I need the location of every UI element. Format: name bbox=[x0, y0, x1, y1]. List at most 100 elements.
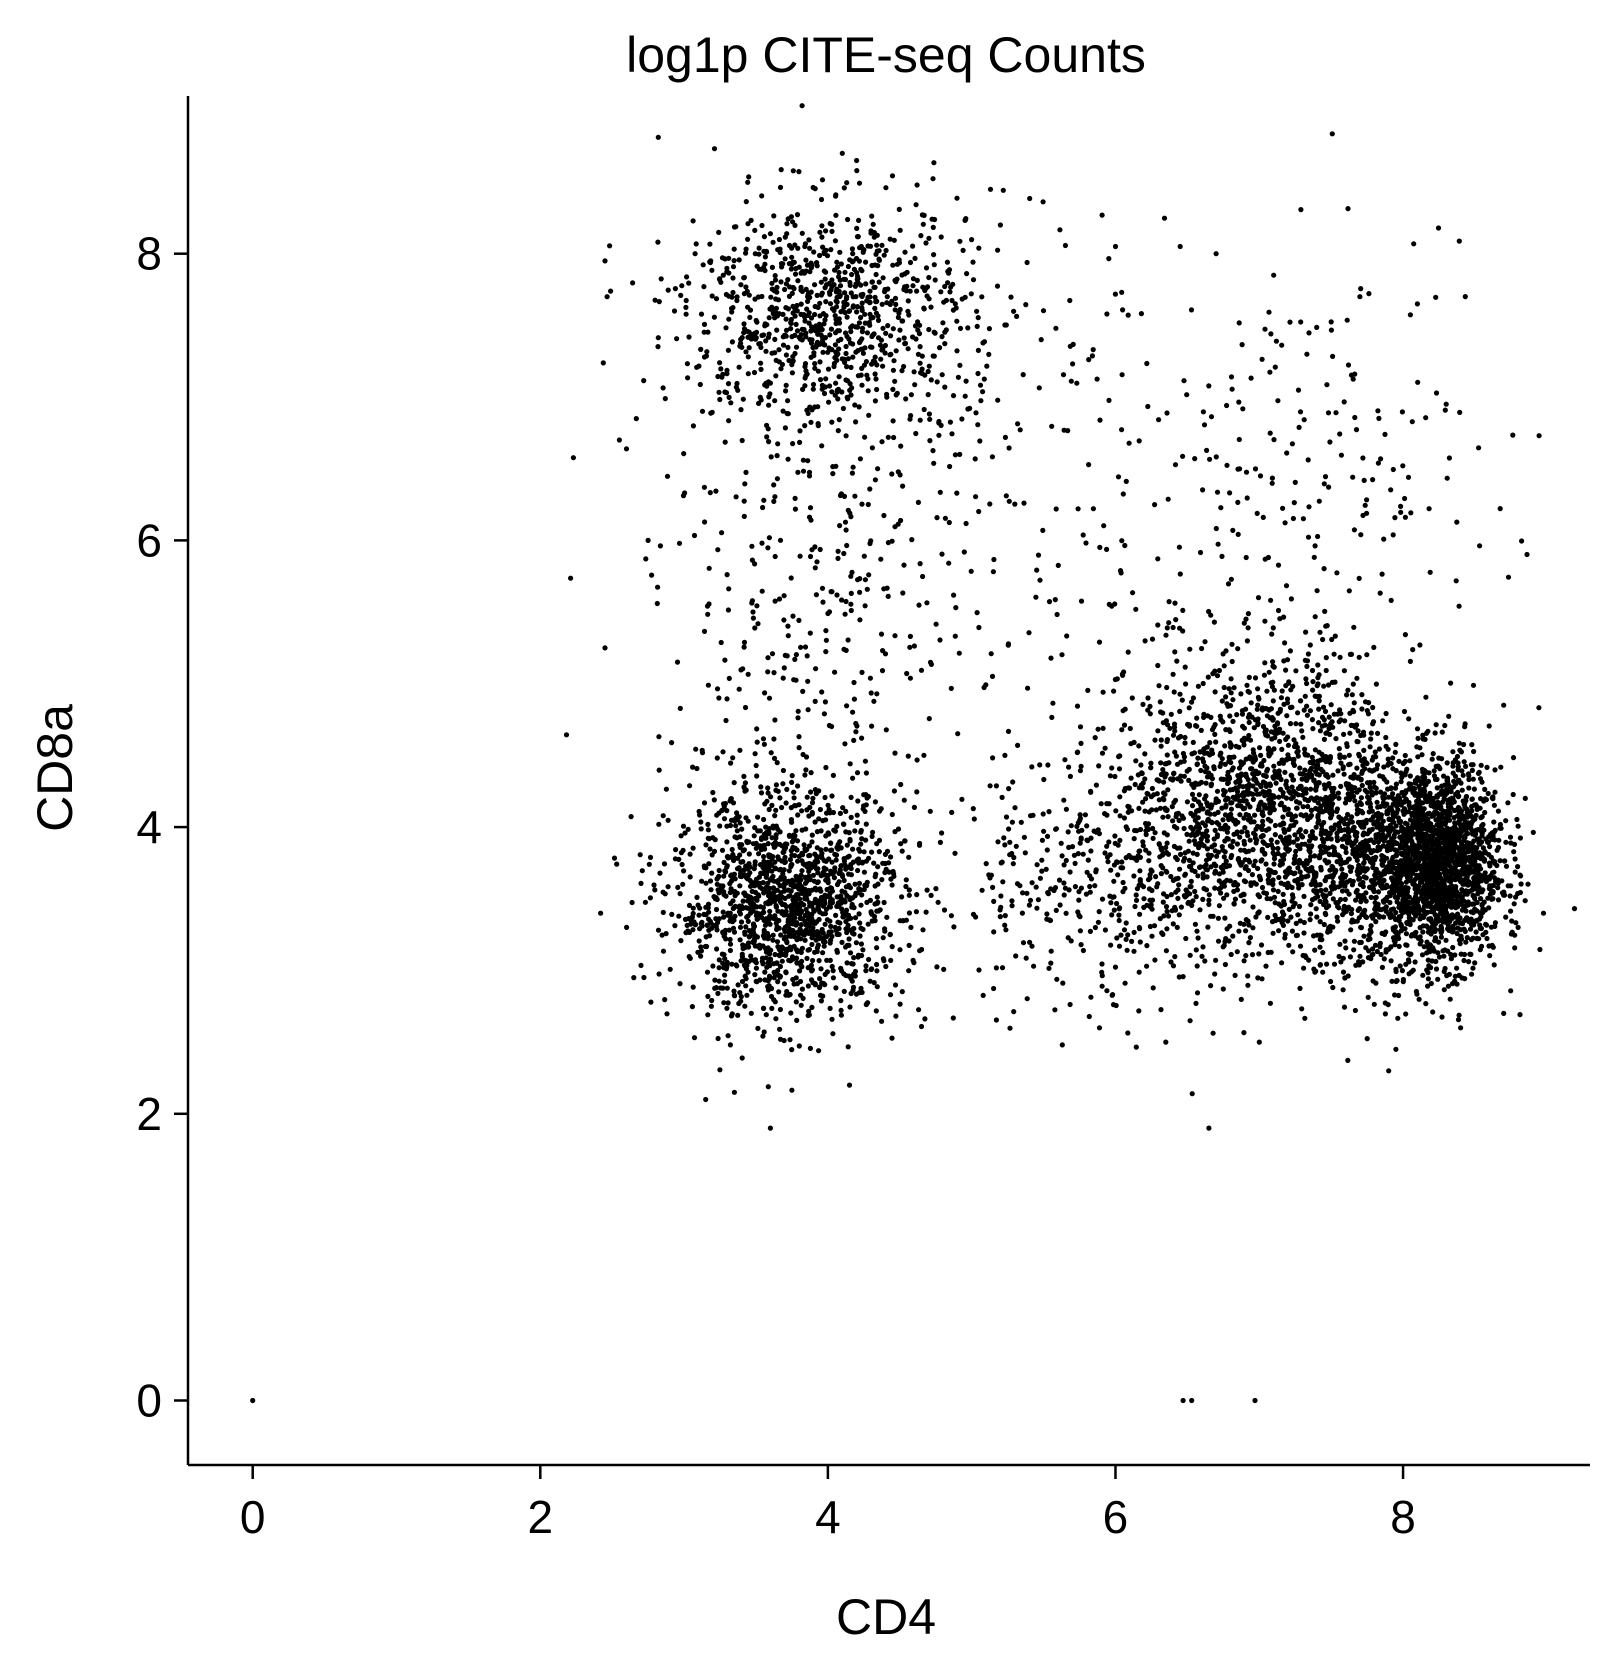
data-point bbox=[1277, 706, 1283, 713]
data-point bbox=[1370, 704, 1376, 711]
data-point bbox=[767, 877, 773, 883]
data-point bbox=[784, 938, 790, 945]
data-point bbox=[815, 866, 821, 872]
data-point bbox=[1498, 764, 1504, 770]
data-point bbox=[1330, 772, 1336, 778]
data-point bbox=[1326, 859, 1332, 865]
data-point bbox=[1297, 800, 1303, 806]
data-point bbox=[1279, 909, 1286, 915]
data-point bbox=[1323, 655, 1329, 661]
data-point bbox=[676, 856, 682, 863]
data-point bbox=[890, 326, 896, 332]
data-point bbox=[1407, 658, 1413, 665]
data-point bbox=[1338, 783, 1344, 790]
data-point bbox=[888, 876, 894, 882]
data-point bbox=[856, 911, 862, 917]
data-point bbox=[1260, 723, 1267, 730]
data-point bbox=[803, 257, 809, 263]
data-point bbox=[776, 359, 782, 365]
data-point bbox=[1503, 818, 1509, 824]
data-point bbox=[931, 252, 937, 258]
data-point bbox=[852, 968, 859, 975]
data-point bbox=[914, 892, 920, 898]
data-point bbox=[858, 902, 864, 908]
data-point bbox=[1444, 760, 1450, 766]
data-point bbox=[824, 253, 831, 259]
data-point bbox=[856, 258, 863, 264]
data-point bbox=[811, 249, 817, 255]
data-point bbox=[1333, 736, 1339, 742]
data-point bbox=[848, 990, 854, 997]
data-point bbox=[1283, 667, 1289, 673]
data-point bbox=[866, 956, 872, 963]
data-point bbox=[731, 992, 737, 998]
data-point bbox=[1245, 817, 1252, 823]
data-point bbox=[755, 294, 762, 300]
data-point bbox=[854, 304, 861, 310]
data-point bbox=[701, 863, 707, 869]
data-point bbox=[845, 356, 851, 362]
data-point bbox=[740, 396, 746, 402]
data-point bbox=[852, 881, 858, 887]
data-point bbox=[817, 984, 823, 990]
data-point bbox=[782, 924, 788, 931]
data-point bbox=[734, 810, 740, 816]
data-point bbox=[1540, 910, 1547, 916]
data-point bbox=[827, 1005, 833, 1012]
data-point bbox=[1280, 730, 1286, 736]
data-point bbox=[746, 345, 752, 351]
data-point bbox=[872, 398, 879, 404]
data-point bbox=[774, 887, 780, 893]
data-point bbox=[716, 229, 722, 235]
data-point bbox=[665, 817, 671, 823]
data-point bbox=[750, 921, 757, 927]
data-point bbox=[883, 247, 889, 254]
data-point bbox=[1164, 840, 1170, 846]
data-point bbox=[721, 914, 727, 920]
data-point bbox=[1247, 837, 1253, 843]
data-point bbox=[738, 994, 744, 1000]
data-point bbox=[738, 958, 744, 964]
data-point bbox=[798, 915, 804, 921]
data-point bbox=[886, 860, 892, 866]
data-point bbox=[652, 887, 658, 893]
data-point bbox=[954, 348, 960, 354]
data-point bbox=[1326, 714, 1332, 720]
data-point bbox=[827, 301, 834, 307]
data-point bbox=[914, 288, 920, 294]
data-point bbox=[1227, 713, 1233, 719]
data-point bbox=[829, 859, 835, 865]
data-point bbox=[747, 314, 753, 320]
data-point bbox=[843, 330, 849, 336]
data-point bbox=[1276, 874, 1282, 881]
data-point bbox=[1203, 793, 1209, 799]
data-point bbox=[850, 294, 856, 300]
data-point bbox=[705, 993, 711, 1000]
data-point bbox=[950, 281, 956, 287]
data-point bbox=[1249, 952, 1256, 958]
data-point bbox=[814, 263, 820, 269]
data-point bbox=[822, 276, 828, 282]
data-point bbox=[859, 307, 865, 313]
data-point bbox=[1194, 761, 1200, 767]
data-point bbox=[1507, 834, 1514, 840]
data-point bbox=[698, 826, 704, 832]
data-point bbox=[1282, 769, 1288, 775]
data-point bbox=[881, 899, 887, 906]
data-point bbox=[732, 834, 738, 840]
data-point bbox=[947, 289, 953, 295]
data-point bbox=[1177, 691, 1183, 697]
data-point bbox=[1308, 786, 1314, 792]
data-point bbox=[707, 259, 714, 266]
data-point bbox=[804, 306, 810, 312]
data-point bbox=[727, 1042, 734, 1048]
data-point bbox=[752, 751, 758, 757]
data-point bbox=[763, 824, 769, 830]
data-point bbox=[931, 329, 937, 335]
data-point bbox=[854, 168, 860, 174]
data-point bbox=[789, 914, 795, 920]
data-point bbox=[746, 174, 752, 180]
data-point bbox=[748, 1010, 754, 1016]
data-point bbox=[789, 773, 795, 779]
data-point bbox=[1390, 791, 1396, 797]
